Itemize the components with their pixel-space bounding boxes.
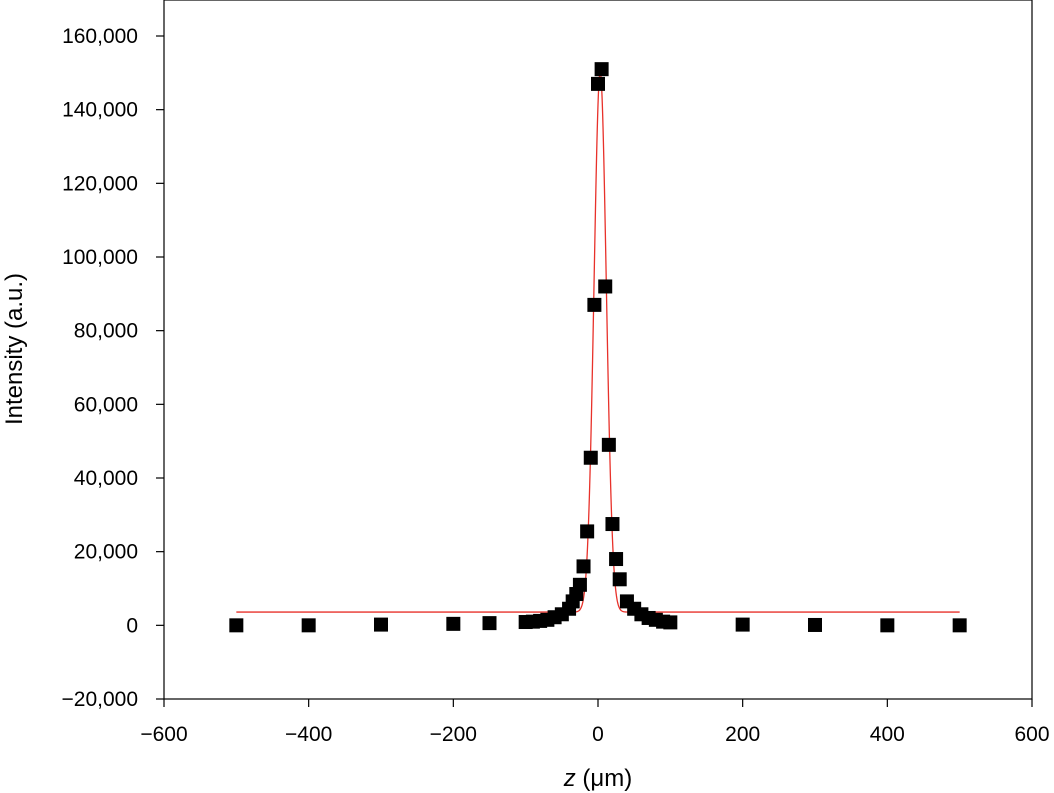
x-axis-title-unit: (μm) <box>576 765 632 792</box>
data-point <box>735 617 750 632</box>
x-axis: −600 −400 −200 0 200 400 600 <box>140 699 1050 746</box>
y-axis: −20,000 0 20,000 40,000 60,000 80,000 100,000 1… <box>62 25 164 711</box>
data-point <box>580 524 595 539</box>
data-point <box>374 617 388 632</box>
x-tick-label: −400 <box>285 723 332 746</box>
x-tick-label: 200 <box>725 723 760 746</box>
y-tick-label: 100,000 <box>62 246 138 269</box>
data-point <box>594 62 609 77</box>
y-axis-title: Intensity (a.u.) <box>1 273 28 425</box>
data-point <box>572 577 587 592</box>
data-point <box>663 615 678 630</box>
data-point <box>609 552 624 567</box>
y-tick-label: −20,000 <box>62 688 139 711</box>
x-tick-label: −200 <box>430 723 477 746</box>
x-axis-title: z (μm) <box>563 765 632 792</box>
x-tick-label: −600 <box>140 723 187 746</box>
x-tick-label: 400 <box>870 723 905 746</box>
data-point <box>952 618 967 633</box>
y-tick-label: 0 <box>126 614 138 637</box>
x-tick-label: 0 <box>592 723 604 746</box>
x-axis-title-italic: z <box>563 765 576 792</box>
data-point <box>482 616 497 631</box>
y-tick-label: 140,000 <box>62 99 138 122</box>
data-point <box>591 76 605 91</box>
data-point <box>601 437 616 452</box>
fit-line <box>236 70 960 613</box>
data-point <box>446 616 461 631</box>
y-tick-label: 80,000 <box>74 320 138 343</box>
data-point <box>583 450 598 465</box>
data-point <box>301 618 316 633</box>
data-point <box>612 572 627 587</box>
data-point <box>808 617 822 632</box>
y-tick-label: 120,000 <box>62 172 138 195</box>
y-tick-label: 160,000 <box>62 25 138 48</box>
points-layer <box>229 62 967 633</box>
x-tick-label: 600 <box>1014 723 1049 746</box>
y-tick-label: 20,000 <box>74 541 138 564</box>
y-tick-label: 60,000 <box>74 393 138 416</box>
data-point <box>587 297 602 312</box>
data-point <box>229 618 244 633</box>
data-point <box>576 559 591 574</box>
data-point <box>598 279 613 294</box>
data-point <box>880 618 895 633</box>
y-tick-label: 40,000 <box>74 467 138 490</box>
fit-layer <box>236 70 960 613</box>
data-point <box>605 517 620 532</box>
